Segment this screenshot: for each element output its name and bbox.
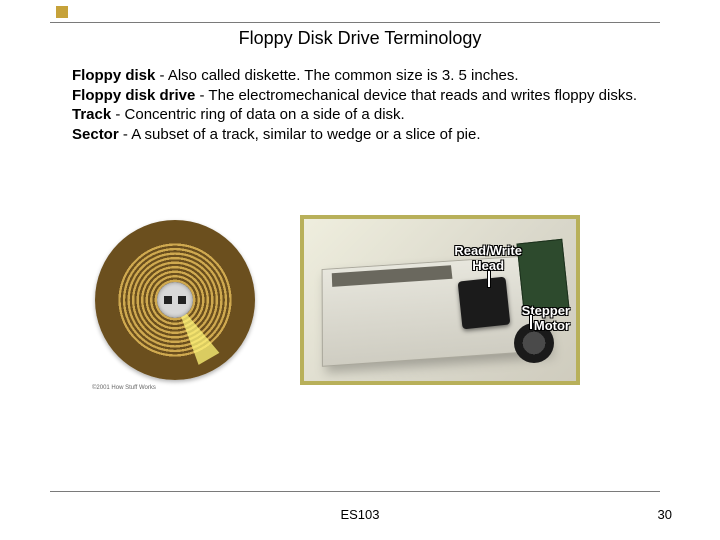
top-rule — [50, 22, 660, 23]
term-desc: - A subset of a track, similar to wedge … — [119, 126, 481, 143]
definition-row: Floppy disk - Also called diskette. The … — [72, 66, 640, 86]
read-write-head-icon — [458, 277, 511, 330]
disk-hub-icon — [157, 282, 193, 318]
bottom-rule — [50, 491, 660, 492]
disk-platter-icon — [95, 220, 255, 380]
callout-leader-line — [530, 315, 532, 329]
term-label: Floppy disk — [72, 67, 155, 84]
term-desc: - Also called diskette. The common size … — [155, 67, 518, 84]
definitions-block: Floppy disk - Also called diskette. The … — [72, 66, 640, 144]
term-desc: - The electromechanical device that read… — [195, 87, 637, 104]
callout-text: Motor — [534, 318, 570, 333]
track-sector-figure: ©2001 How Stuff Works — [90, 215, 260, 385]
footer-page-number: 30 — [658, 507, 672, 522]
slide: Floppy Disk Drive Terminology Floppy dis… — [0, 0, 720, 540]
callout-read-write-head: Read/Write Head — [454, 243, 522, 273]
figure-copyright: ©2001 How Stuff Works — [92, 385, 156, 391]
term-label: Track — [72, 106, 111, 123]
callout-stepper-motor: Stepper Motor — [522, 303, 570, 333]
definition-row: Floppy disk drive - The electromechanica… — [72, 86, 640, 106]
callout-leader-line — [488, 271, 490, 287]
accent-square — [56, 6, 68, 18]
term-label: Floppy disk drive — [72, 87, 195, 104]
term-desc: - Concentric ring of data on a side of a… — [111, 106, 405, 123]
callout-text: Read/Write — [454, 243, 522, 258]
definition-row: Track - Concentric ring of data on a sid… — [72, 105, 640, 125]
slide-title: Floppy Disk Drive Terminology — [0, 28, 720, 49]
term-label: Sector — [72, 126, 119, 143]
figure-row: ©2001 How Stuff Works Read/Write Head St… — [90, 215, 580, 385]
definition-row: Sector - A subset of a track, similar to… — [72, 125, 640, 145]
callout-text: Stepper — [522, 303, 570, 318]
floppy-drive-figure: Read/Write Head Stepper Motor — [300, 215, 580, 385]
footer-course-code: ES103 — [0, 507, 720, 522]
